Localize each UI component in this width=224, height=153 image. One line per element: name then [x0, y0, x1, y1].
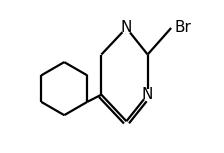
Text: N: N [121, 21, 132, 35]
Text: Br: Br [174, 21, 191, 35]
Text: N: N [142, 87, 153, 102]
